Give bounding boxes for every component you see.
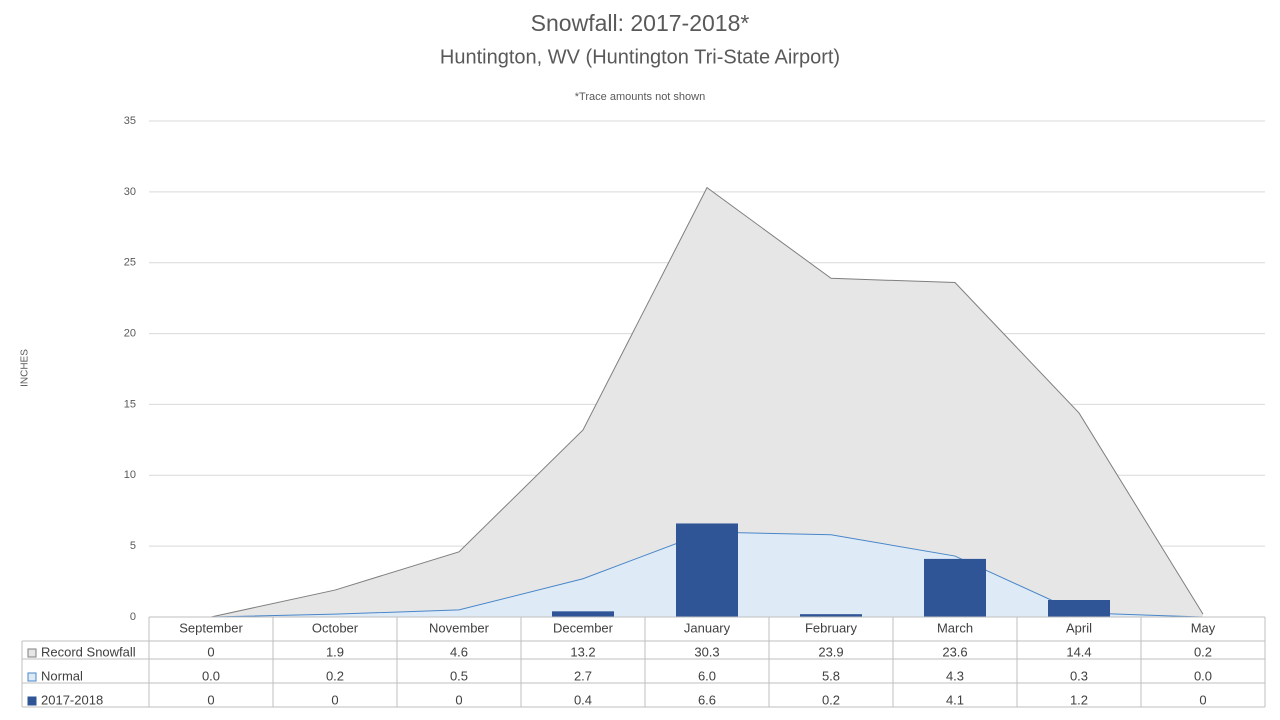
table-value: 0: [455, 692, 462, 707]
table-value: 23.9: [818, 644, 843, 659]
table-value: 4.1: [946, 692, 964, 707]
table-value: 4.3: [946, 668, 964, 683]
y-tick-label: 5: [130, 540, 136, 552]
table-value: 0: [207, 644, 214, 659]
table-value: 0: [1199, 692, 1206, 707]
x-tick-label: January: [684, 620, 731, 635]
annotation: *Trace amounts not shown: [575, 91, 705, 103]
table-value: 1.9: [326, 644, 344, 659]
bar: [1048, 599, 1110, 617]
x-tick-label: March: [937, 620, 973, 635]
chart-title: Snowfall: 2017-2018*: [531, 10, 750, 36]
table-value: 1.2: [1070, 692, 1088, 707]
table-value: 0.5: [450, 668, 468, 683]
table-value: 0.0: [202, 668, 220, 683]
table-value: 0.4: [574, 692, 592, 707]
legend-key: [27, 696, 37, 706]
area: [211, 187, 1203, 617]
table-value: 13.2: [570, 644, 595, 659]
table-value: 2.7: [574, 668, 592, 683]
y-tick-label: 15: [124, 398, 136, 410]
x-tick-label: September: [179, 620, 243, 635]
table-value: 14.4: [1066, 644, 1091, 659]
table-value: 0.2: [1194, 644, 1212, 659]
x-tick-label: December: [553, 620, 614, 635]
x-tick-label: November: [429, 620, 490, 635]
table-value: 0.2: [326, 668, 344, 683]
legend-label: Record Snowfall: [41, 644, 136, 659]
table-value: 30.3: [694, 644, 719, 659]
y-tick-label: 30: [124, 186, 136, 198]
y-axis-label: INCHES: [20, 349, 31, 387]
legend-key: [27, 648, 37, 658]
legend-label: Normal: [41, 668, 83, 683]
bar: [676, 523, 738, 617]
table-value: 6.6: [698, 692, 716, 707]
y-tick-label: 0: [130, 611, 136, 623]
x-tick-label: April: [1066, 620, 1092, 635]
x-tick-label: October: [312, 620, 359, 635]
table-value: 5.8: [822, 668, 840, 683]
bar: [552, 611, 614, 617]
table-value: 0.3: [1070, 668, 1088, 683]
legend-label: 2017-2018: [41, 692, 103, 707]
table-value: 6.0: [698, 668, 716, 683]
bar: [800, 614, 862, 617]
x-tick-label: February: [805, 620, 858, 635]
y-tick-label: 10: [124, 469, 136, 481]
table-value: 4.6: [450, 644, 468, 659]
y-tick-label: 20: [124, 327, 136, 339]
table-value: 0: [331, 692, 338, 707]
y-tick-label: 35: [124, 115, 136, 127]
legend-key: [27, 672, 37, 682]
y-tick-label: 25: [124, 257, 136, 269]
table-value: 0.0: [1194, 668, 1212, 683]
bar: [924, 558, 986, 617]
x-tick-label: May: [1191, 620, 1216, 635]
area-line: [210, 186, 1204, 618]
table-value: 23.6: [942, 644, 967, 659]
table-value: 0.2: [822, 692, 840, 707]
table-value: 0: [207, 692, 214, 707]
chart-subtitle: Huntington, WV (Huntington Tri-State Air…: [440, 46, 840, 68]
